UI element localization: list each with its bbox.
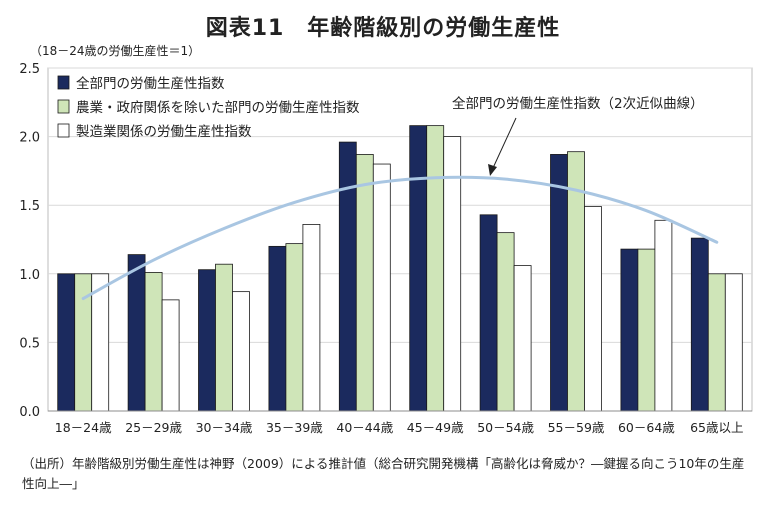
x-category-label: 40－44歳 (336, 420, 393, 435)
bar-series-3 (161, 299, 180, 412)
bar-series-2 (707, 273, 726, 412)
bar-series-2 (637, 248, 656, 412)
bar-series-1 (57, 273, 76, 412)
bar-series-1 (127, 254, 146, 412)
x-category-label: 35－39歳 (266, 420, 323, 435)
trend-curve (81, 175, 719, 300)
y-axis-unit-note: （18－24歳の労働生産性＝1） (30, 44, 201, 58)
bar-series-2 (426, 125, 445, 412)
y-tick-label: 0.0 (19, 405, 40, 420)
annotation-arrow-head (488, 164, 497, 176)
bar-series-2 (285, 243, 304, 412)
bar-series-2 (355, 154, 374, 412)
bar-series-3 (91, 273, 110, 412)
annotation-arrow-line (492, 117, 517, 169)
bar-series-3 (372, 163, 391, 412)
x-category-label: 45－49歳 (407, 420, 464, 435)
bar-series-1 (198, 269, 216, 412)
legend-swatch (57, 99, 70, 114)
x-category-label: 55－59歳 (548, 420, 605, 435)
bar-series-2 (144, 272, 163, 412)
trend-annotation: 全部門の労働生産性指数（2次近似曲線） (452, 95, 704, 112)
bar-series-3 (232, 291, 250, 412)
x-category-label: 60－64歳 (618, 420, 675, 435)
bar-series-3 (724, 273, 743, 412)
legend-label: 製造業関係の労働生産性指数 (76, 124, 252, 140)
bar-series-1 (479, 214, 498, 412)
y-tick-label: 2.5 (19, 62, 40, 77)
y-tick-label: 1.5 (19, 199, 40, 214)
legend-label: 全部門の労働生産性指数 (76, 75, 225, 92)
x-category-label: 30－34歳 (196, 420, 253, 435)
bar-series-2 (215, 263, 233, 412)
legend-swatch (57, 75, 70, 90)
legend-label: 農業・政府関係を除いた部門の労働生産性指数 (76, 100, 360, 116)
bar-series-3 (302, 224, 321, 412)
x-category-label: 50－54歳 (477, 420, 534, 435)
bar-series-1 (690, 237, 709, 412)
bar-series-2 (496, 232, 515, 412)
bar-series-1 (550, 154, 568, 412)
legend-swatch (57, 123, 70, 138)
x-category-label: 65歳以上 (690, 420, 743, 435)
y-tick-label: 1.0 (19, 268, 40, 283)
x-category-label: 25－29歳 (125, 420, 182, 435)
bar-series-1 (409, 125, 428, 412)
bar-series-1 (338, 141, 357, 412)
bar-series-3 (584, 206, 602, 412)
chart-title: 図表11 年齢階級別の労働生産性 (205, 16, 561, 41)
bar-series-1 (268, 245, 287, 412)
bar-series-3 (513, 265, 532, 412)
y-tick-label: 0.5 (19, 336, 40, 351)
bar-series-1 (620, 248, 639, 412)
source-note: （出所）年齢階級別労働生産性は神野（2009）による推計値（総合研究開発機構「高… (22, 456, 745, 491)
y-tick-label: 2.0 (19, 131, 40, 146)
x-category-label: 18－24歳 (55, 420, 112, 435)
bar-series-3 (654, 219, 673, 412)
bar-chart: 0.0 0.5 1.0 1.5 2.0 2.5 18－24歳 25－29歳 30－34歳 35－3… (19, 62, 753, 435)
